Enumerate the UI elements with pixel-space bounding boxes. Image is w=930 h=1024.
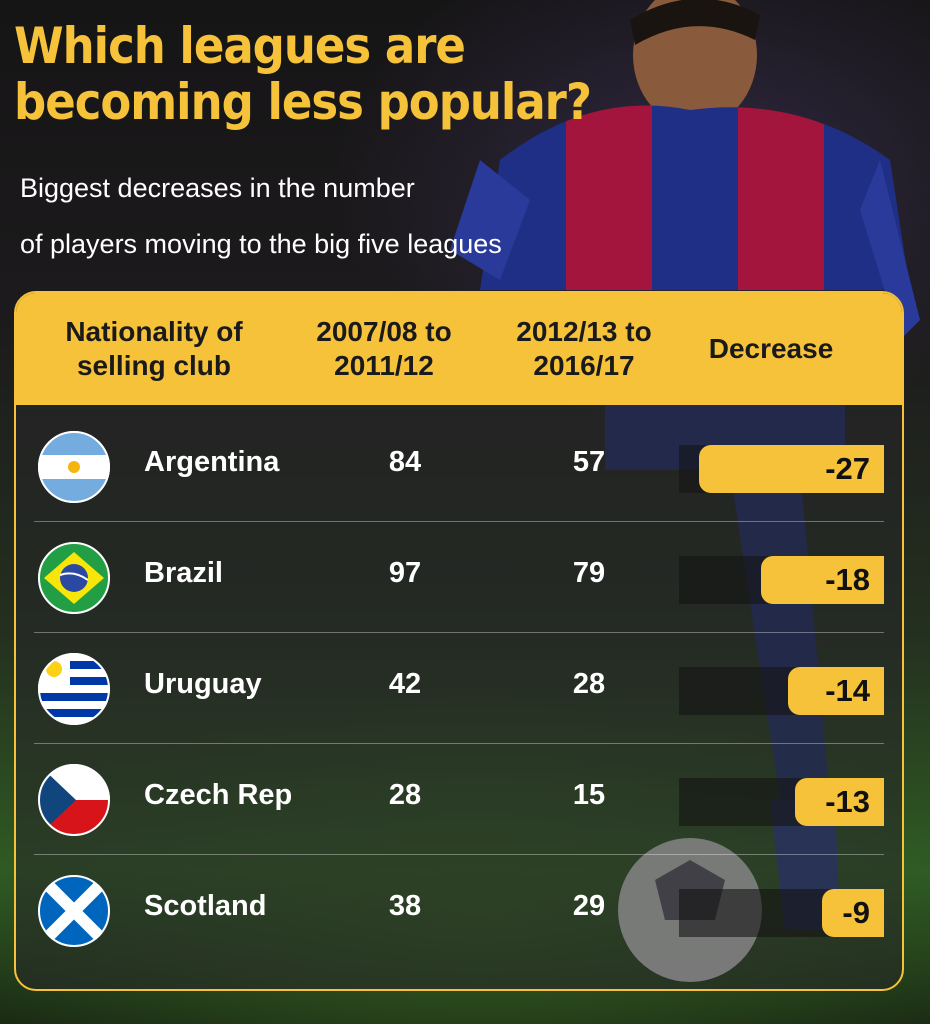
period2-value: 29 [572, 890, 606, 922]
col-header-period2: 2012/13 to 2016/17 [516, 316, 652, 381]
argentina-flag-icon [38, 431, 110, 503]
period1-value: 42 [388, 668, 422, 700]
row-divider [34, 854, 884, 855]
table-row: Uruguay 42 28 -14 [34, 632, 884, 744]
row-divider [34, 521, 884, 522]
uruguay-flag-icon [38, 653, 110, 725]
decrease-bar [761, 556, 884, 604]
col-header-decrease: Decrease [708, 333, 834, 364]
data-table: Nationality of selling club 2007/08 to 2… [14, 291, 904, 991]
row-divider [34, 743, 884, 744]
title-line-1: Which leagues are [14, 17, 466, 75]
decrease-bar [822, 889, 884, 937]
country-label: Brazil [144, 557, 223, 589]
chart-title: Which leagues are becoming less popular? [14, 18, 614, 130]
period2-value: 57 [572, 446, 606, 478]
period2-value: 79 [572, 557, 606, 589]
chart-subtitle: Biggest decreases in the number of playe… [20, 160, 620, 272]
col-header-period1: 2007/08 to 2011/12 [316, 316, 452, 381]
decrease-bar [699, 445, 884, 493]
country-label: Uruguay [144, 668, 262, 700]
subtitle-line-2: of players moving to the big five league… [20, 229, 502, 259]
table-header: Nationality of selling club 2007/08 to 2… [16, 293, 902, 405]
table-row: Brazil 97 79 -18 [34, 521, 884, 633]
period2-value: 15 [572, 779, 606, 811]
scotland-flag-icon [38, 875, 110, 947]
period1-value: 38 [388, 890, 422, 922]
decrease-bar [788, 667, 884, 715]
col-header-nationality: Nationality of selling club [65, 316, 243, 381]
period1-value: 28 [388, 779, 422, 811]
period1-value: 84 [388, 446, 422, 478]
decrease-label: -13 [825, 784, 870, 819]
brazil-flag-icon [38, 542, 110, 614]
country-label: Argentina [144, 446, 280, 478]
period2-value: 28 [572, 668, 606, 700]
country-label: Scotland [144, 890, 267, 922]
table-row: Scotland 38 29 -9 [34, 854, 884, 966]
table-row: Argentina 84 57 -27 [34, 410, 884, 522]
table-row: Czech Rep 28 15 -13 [34, 743, 884, 855]
decrease-bar [795, 778, 884, 826]
row-divider [34, 632, 884, 633]
decrease-label: -27 [825, 451, 870, 486]
czech-flag-icon [38, 764, 110, 836]
period1-value: 97 [388, 557, 422, 589]
subtitle-line-1: Biggest decreases in the number [20, 173, 415, 203]
title-line-2: becoming less popular? [14, 73, 592, 131]
decrease-label: -14 [825, 673, 870, 708]
decrease-label: -9 [842, 895, 870, 930]
country-label: Czech Rep [144, 779, 293, 811]
decrease-label: -18 [825, 562, 870, 597]
